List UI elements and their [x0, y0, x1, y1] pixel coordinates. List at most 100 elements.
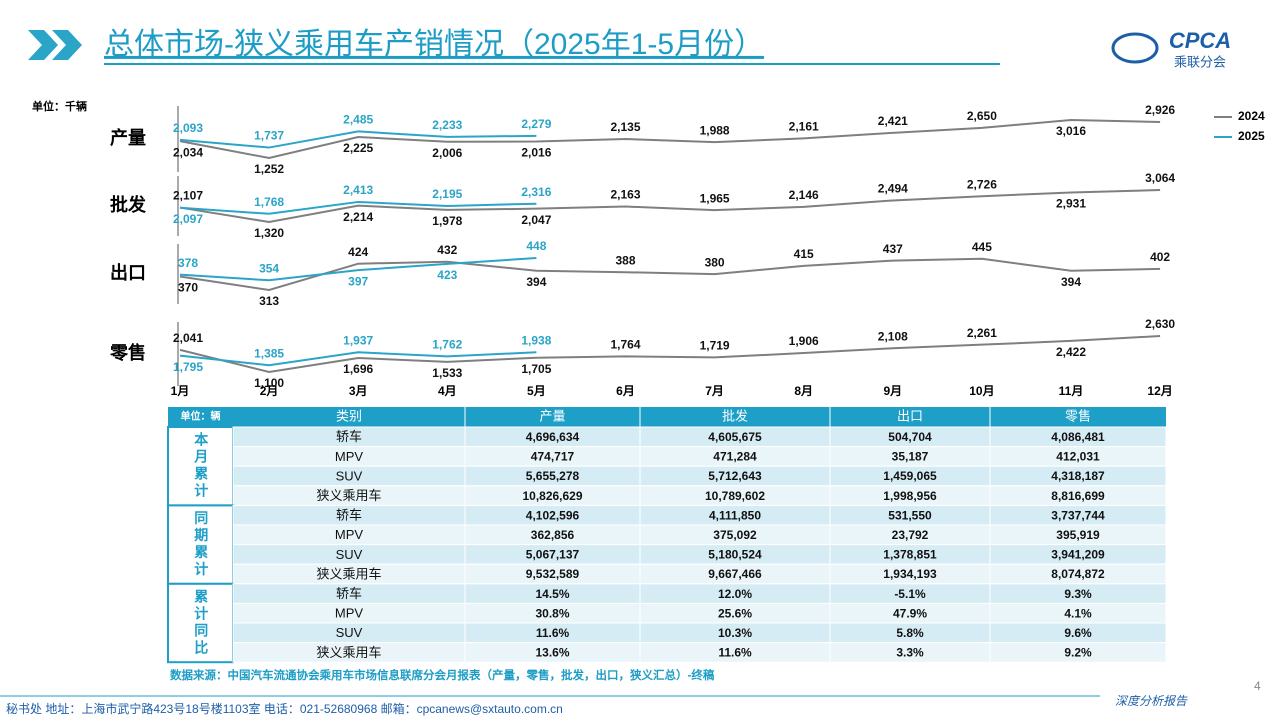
table-cell: 5,067,137 — [526, 548, 580, 562]
data-label: 2,163 — [610, 188, 640, 202]
table-row-bg — [232, 642, 1167, 663]
data-label: 380 — [705, 255, 725, 269]
data-label: 1,533 — [432, 366, 462, 380]
data-label: 1,696 — [343, 362, 373, 376]
table-header-bg — [168, 407, 1166, 427]
table-cell: 47.9% — [893, 606, 927, 620]
table-cell: 362,856 — [531, 528, 575, 542]
table-cell: 轿车 — [336, 586, 362, 601]
table-cell: 4,111,850 — [709, 508, 761, 522]
data-label: 1,978 — [432, 214, 462, 228]
data-label: 2,093 — [173, 121, 203, 135]
series-line — [179, 351, 537, 367]
series-line — [179, 200, 537, 215]
data-label: 437 — [883, 242, 903, 256]
data-label: 2,413 — [343, 183, 373, 197]
table-cell: 1,378,851 — [883, 548, 937, 562]
data-label: 313 — [259, 294, 279, 308]
footer-address: 秘书处 地址：上海市武宁路423号18号楼1103室 电话：021-526809… — [6, 701, 563, 716]
legend-label: 2024 — [1238, 109, 1265, 123]
table-cell: 474,717 — [531, 450, 575, 464]
data-label: 1,937 — [343, 333, 373, 347]
x-tick-label: 2月 — [260, 384, 279, 398]
table-cell: 1,459,065 — [883, 469, 937, 483]
data-label: 2,485 — [343, 113, 373, 127]
table-cell: 4,102,596 — [526, 508, 580, 522]
data-label: 1,320 — [254, 226, 284, 240]
series-line — [179, 257, 537, 282]
table-cell: 4,605,675 — [708, 430, 762, 444]
chevron — [52, 30, 82, 60]
x-tick-label: 6月 — [616, 384, 635, 398]
x-tick-label: 4月 — [438, 384, 457, 398]
table-row-bg — [232, 504, 1167, 526]
table-cell: 狭义乘用车 — [316, 566, 381, 581]
data-label: 394 — [526, 275, 546, 289]
data-label: 1,965 — [700, 191, 730, 205]
table-row-bg — [232, 446, 1167, 467]
table-cell: 3,941,209 — [1051, 548, 1105, 562]
data-label: 445 — [972, 240, 992, 254]
data-label: 1,906 — [789, 334, 819, 348]
series-line — [179, 130, 537, 149]
group-cell-bg — [167, 582, 234, 664]
table-cell: SUV — [336, 547, 363, 562]
legend-label: 2025 — [1238, 129, 1265, 143]
table-cell: 轿车 — [336, 508, 362, 523]
data-label: 1,795 — [173, 360, 203, 374]
panel-title: 产量 — [110, 127, 146, 148]
table-cell: 12.0% — [718, 587, 752, 601]
table-cell: 5,655,278 — [526, 469, 580, 483]
table-header-cell: 单位：辆 — [181, 410, 221, 423]
table-cell: SUV — [336, 468, 363, 483]
data-label: 1,764 — [610, 338, 640, 352]
data-label: 2,135 — [610, 120, 640, 134]
table-row-bg — [232, 602, 1167, 624]
data-label: 448 — [526, 239, 546, 253]
unit-label: 单位：千辆 — [32, 99, 87, 113]
data-label: 423 — [437, 268, 457, 282]
table-row-bg — [232, 524, 1167, 546]
data-label: 1,385 — [254, 346, 284, 360]
data-label: 1,705 — [521, 362, 551, 376]
data-label: 2,108 — [878, 329, 908, 343]
slide-title: 总体市场-狭义乘用车产销情况（2025年1-5月份） — [104, 28, 764, 61]
series-line — [179, 189, 1161, 224]
table-row-bg — [232, 465, 1167, 487]
data-label: 2,047 — [521, 213, 551, 227]
source-note: 数据来源：中国汽车流通协会乘用车市场信息联席分会月报表（产量，零售，批发，出口，… — [170, 668, 715, 682]
panel-title: 批发 — [110, 194, 147, 215]
table-cell: 5.8% — [896, 626, 924, 640]
table-cell: 9,667,466 — [708, 567, 762, 581]
table-cell: 4,086,481 — [1051, 430, 1105, 444]
data-label: 354 — [259, 261, 279, 275]
table-cell: 3,737,744 — [1051, 508, 1105, 522]
data-label: 2,016 — [521, 146, 551, 160]
data-label: 2,261 — [967, 326, 997, 340]
data-label: 2,225 — [343, 141, 373, 155]
data-label: 424 — [348, 245, 368, 259]
data-label: 1,938 — [521, 333, 551, 347]
table-cell: 狭义乘用车 — [316, 488, 381, 503]
table-cell: 10.3% — [718, 626, 752, 640]
table-cell: 30.8% — [535, 606, 569, 620]
data-label: 2,726 — [967, 177, 997, 191]
logo-text: CPCA — [1169, 28, 1231, 53]
data-label: 1,762 — [432, 338, 462, 352]
data-label: 2,316 — [521, 185, 551, 199]
table-cell: 10,789,602 — [705, 489, 765, 503]
table-row-bg — [232, 622, 1167, 644]
table-row-bg — [232, 426, 1167, 448]
table-cell: MPV — [335, 606, 364, 621]
table-cell: 9.6% — [1064, 626, 1092, 640]
x-tick-label: 1月 — [171, 384, 190, 398]
x-tick-label: 10月 — [969, 384, 994, 398]
data-label: 2,494 — [878, 182, 908, 196]
table-header-cell: 类别 — [336, 408, 362, 423]
data-label: 394 — [1061, 275, 1081, 289]
group-label: 累计同比 — [193, 589, 209, 657]
table-cell: 8,074,872 — [1051, 567, 1105, 581]
table-cell: 14.5% — [535, 587, 569, 601]
data-label: 432 — [437, 243, 457, 257]
